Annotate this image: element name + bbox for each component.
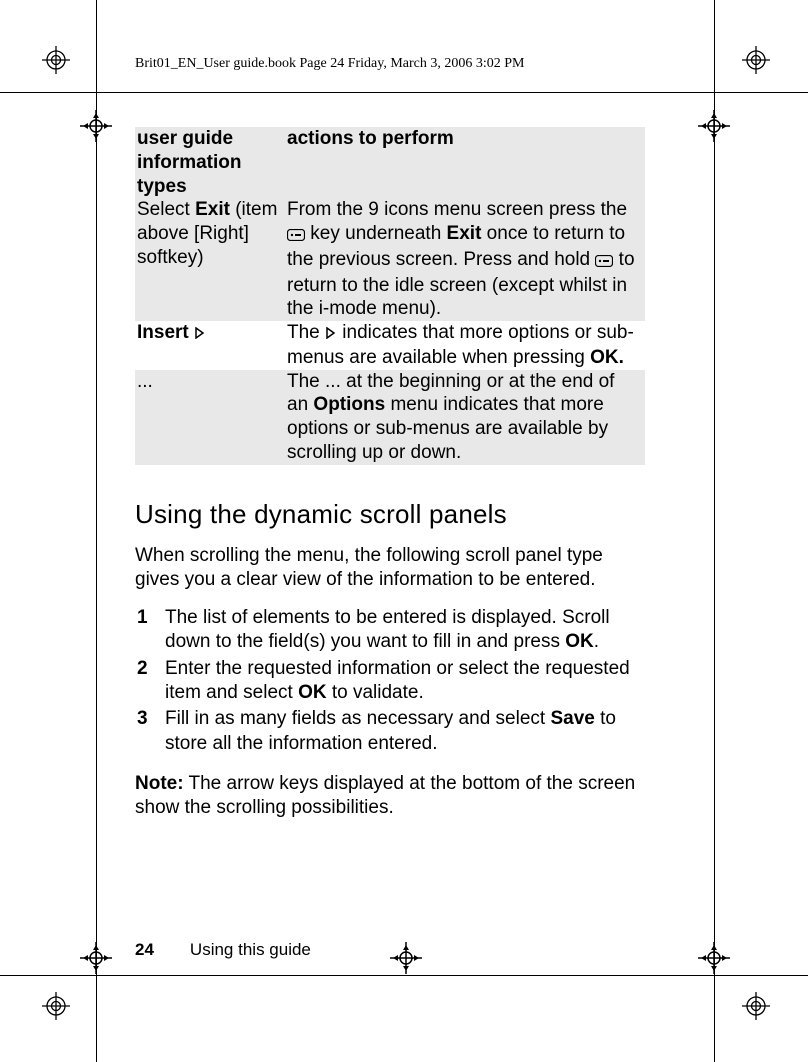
step-number: 3	[137, 707, 148, 731]
step-number: 2	[137, 657, 148, 681]
table-header-left: user guide information types	[135, 127, 285, 198]
table-cell-left: Insert	[135, 321, 285, 370]
registration-mark-icon	[42, 46, 70, 74]
list-item: 1The list of elements to be entered is d…	[159, 606, 645, 655]
note-label: Note:	[135, 773, 184, 794]
section-intro: When scrolling the menu, the following s…	[135, 544, 645, 593]
table-row: Select Exit (item above [Right] softkey)…	[135, 198, 645, 321]
softkey-icon	[287, 224, 305, 248]
section-heading: Using the dynamic scroll panels	[135, 499, 645, 530]
table-cell-left: Select Exit (item above [Right] softkey)	[135, 198, 285, 321]
crop-line-right	[714, 0, 715, 1062]
table-row: Insert The indicates that more options o…	[135, 321, 645, 370]
list-item: 2Enter the requested information or sele…	[159, 657, 645, 706]
submenu-arrow-icon	[325, 322, 337, 346]
cross-mark-icon	[696, 940, 732, 976]
page-number: 24	[135, 940, 154, 959]
info-table: user guide information types actions to …	[135, 127, 645, 465]
crop-line-left	[96, 0, 97, 1062]
submenu-arrow-icon	[194, 322, 206, 346]
cross-mark-icon	[388, 940, 424, 976]
note-text: The arrow keys displayed at the bottom o…	[135, 773, 635, 818]
crop-line-top	[0, 92, 808, 93]
cross-mark-icon	[696, 108, 732, 144]
table-cell-right: From the 9 icons menu screen press the k…	[285, 198, 645, 321]
registration-mark-icon	[742, 992, 770, 1020]
chapter-title: Using this guide	[190, 940, 311, 959]
note-paragraph: Note: The arrow keys displayed at the bo…	[135, 772, 645, 821]
table-cell-right: The indicates that more options or sub-m…	[285, 321, 645, 370]
list-item: 3Fill in as many fields as necessary and…	[159, 707, 645, 756]
page-content: user guide information types actions to …	[135, 127, 645, 821]
page-footer: 24 Using this guide	[135, 940, 311, 960]
cross-mark-icon	[78, 108, 114, 144]
registration-mark-icon	[42, 992, 70, 1020]
registration-mark-icon	[742, 46, 770, 74]
table-row: ...The ... at the beginning or at the en…	[135, 370, 645, 465]
softkey-icon	[595, 250, 613, 274]
cross-mark-icon	[78, 940, 114, 976]
table-cell-right: The ... at the beginning or at the end o…	[285, 370, 645, 465]
framemaker-header: Brit01_EN_User guide.book Page 24 Friday…	[135, 56, 525, 72]
step-number: 1	[137, 606, 148, 630]
table-header-right: actions to perform	[285, 127, 645, 198]
steps-list: 1The list of elements to be entered is d…	[135, 606, 645, 756]
table-cell-left: ...	[135, 370, 285, 465]
